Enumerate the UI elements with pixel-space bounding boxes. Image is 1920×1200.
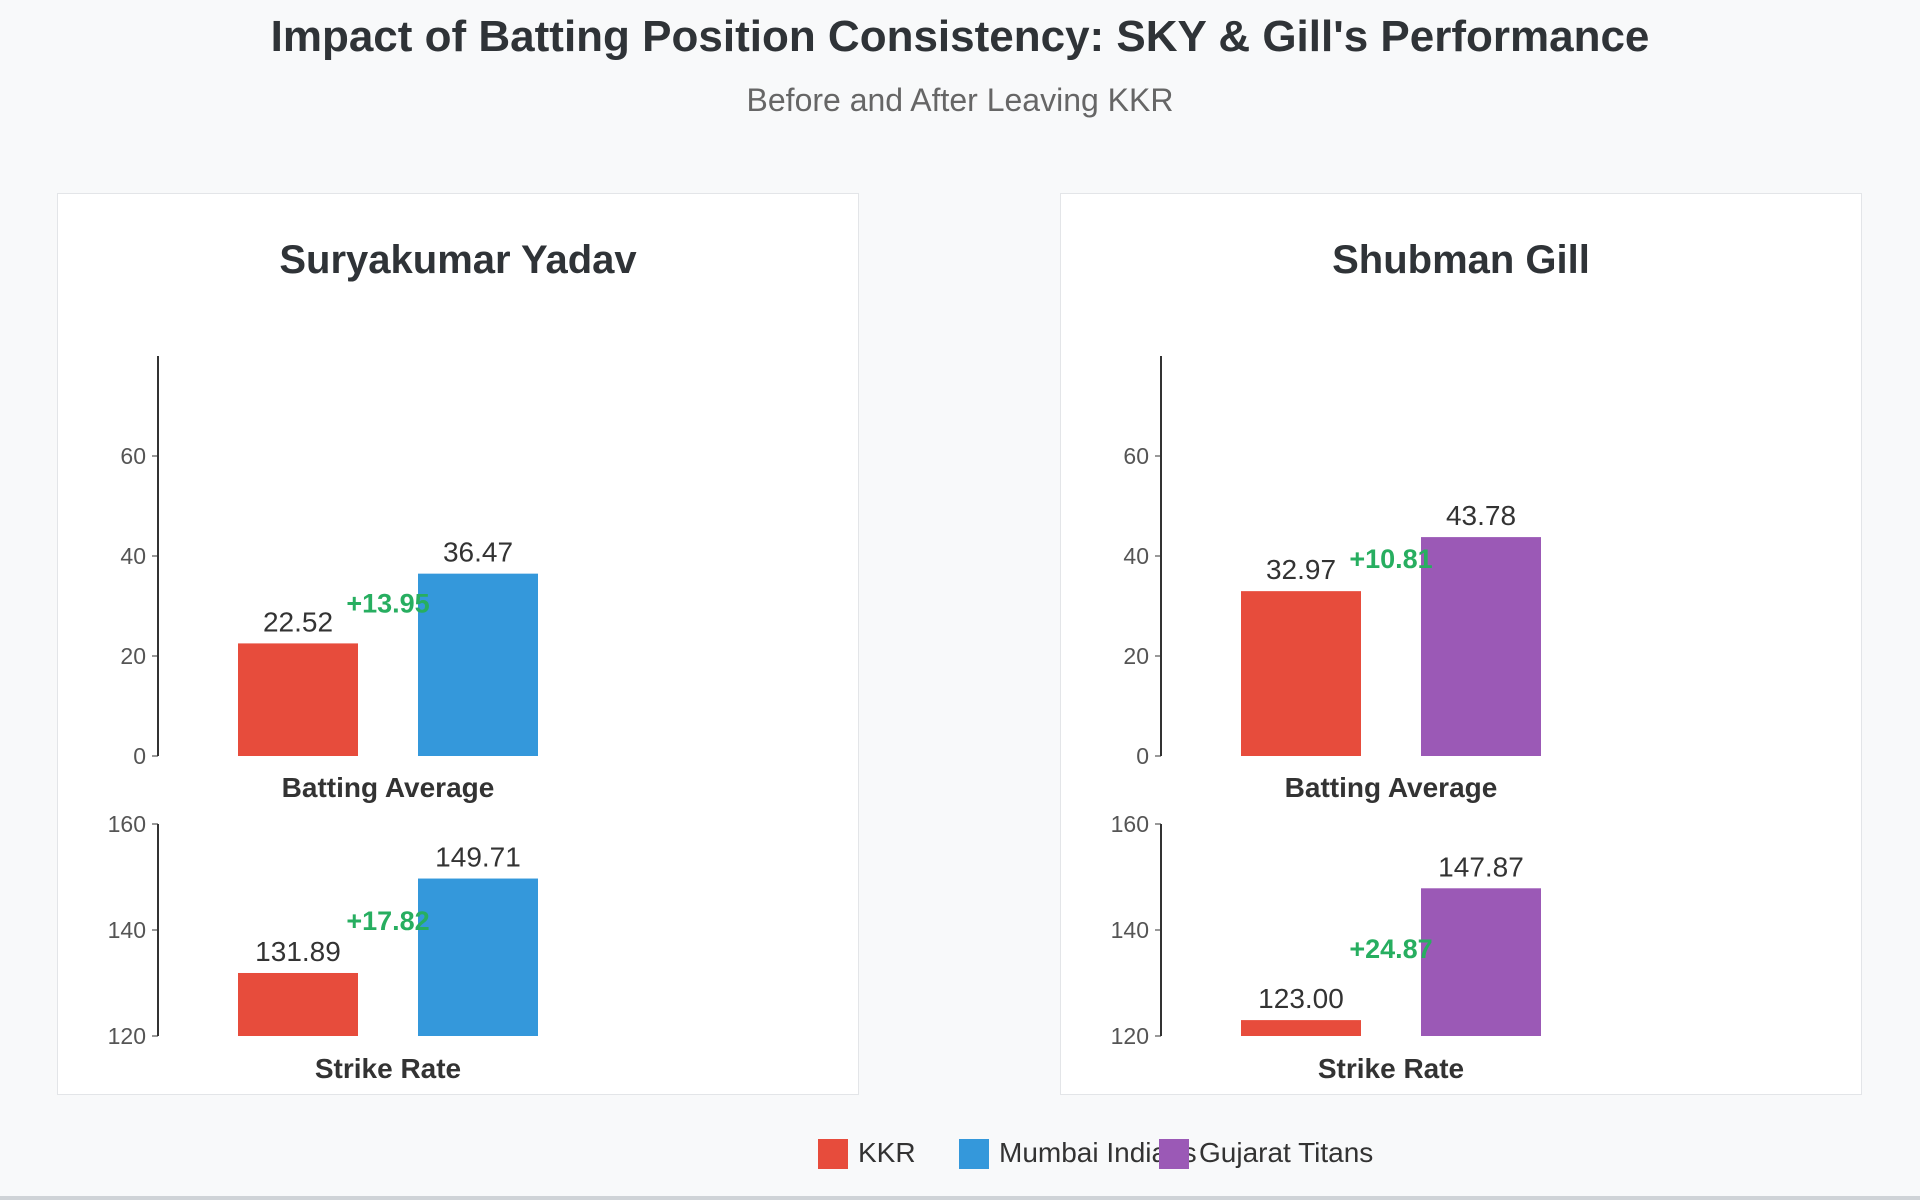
legend-swatch [959,1139,989,1169]
bar-kkr [1241,1020,1361,1036]
y-tick-label: 20 [1123,643,1149,669]
y-tick-label: 60 [120,443,146,469]
bar-value-label: 131.89 [255,936,341,967]
y-tick-label: 0 [133,743,146,769]
y-tick-label: 160 [1111,811,1149,837]
bar-value-label: 36.47 [443,537,513,568]
bar-gujarat-titans [1421,537,1541,756]
y-tick-label: 0 [1136,743,1149,769]
player-title: Shubman Gill [1332,238,1590,282]
metric-chart-0: 0 20 40 60 22.52 36.47 +13.95 Batting Average [120,356,538,803]
bar-value-label: 147.87 [1438,851,1524,882]
improvement-label: +10.81 [1349,544,1432,574]
x-axis-label: Batting Average [1285,772,1498,803]
chart-title: Impact of Batting Position Consistency: … [270,12,1650,61]
bar-gujarat-titans [1421,888,1541,1036]
chart-subtitle: Before and After Leaving KKR [746,82,1174,118]
y-tick-label: 160 [108,811,146,837]
y-tick-label: 40 [1123,543,1149,569]
legend-swatch [818,1139,848,1169]
player-charts-svg: 0 20 40 60 22.52 36.47 +13.95 Batting Average 12… [108,356,538,1084]
player-panel-gill: Shubman Gill 0 20 40 60 32.97 43.78 +10.81 Batt… [1060,193,1862,1095]
y-tick-label: 120 [108,1023,146,1049]
legend-swatch [1159,1139,1189,1169]
y-tick-label: 140 [108,917,146,943]
y-tick-label: 120 [1111,1023,1149,1049]
player-title: Suryakumar Yadav [279,238,637,282]
improvement-label: +13.95 [346,589,429,619]
bar-kkr [238,972,358,1036]
bottom-border [0,1196,1920,1200]
legend-label: Gujarat Titans [1199,1137,1374,1168]
y-tick-label: 20 [120,643,146,669]
bar-value-label: 32.97 [1266,554,1336,585]
improvement-label: +17.82 [346,906,429,936]
y-tick-label: 140 [1111,917,1149,943]
bar-mumbai-indians [418,573,538,756]
bar-mumbai-indians [418,878,538,1036]
x-axis-label: Strike Rate [1318,1053,1464,1084]
legend: KKR Mumbai Indians Gujarat Titans [0,1135,1920,1175]
bar-kkr [1241,591,1361,756]
bar-value-label: 22.52 [263,606,333,637]
bar-value-label: 43.78 [1446,500,1516,531]
y-tick-label: 60 [1123,443,1149,469]
bar-kkr [238,643,358,756]
improvement-label: +24.87 [1349,934,1432,964]
player-panel-suryakumar: Suryakumar Yadav 0 20 40 60 22.52 36.47 +13.95… [57,193,859,1095]
metric-chart-1: 120 140 160 131.89 149.71 +17.82 Strike Rate [108,811,538,1084]
y-tick-label: 40 [120,543,146,569]
bar-value-label: 149.71 [435,842,521,873]
bar-value-label: 123.00 [1258,983,1344,1014]
player-charts-svg: 0 20 40 60 32.97 43.78 +10.81 Batting Average 12… [1111,356,1541,1084]
metric-chart-0: 0 20 40 60 32.97 43.78 +10.81 Batting Average [1123,356,1541,803]
legend-label: KKR [858,1137,916,1168]
metric-chart-1: 120 140 160 123.00 147.87 +24.87 Strike Rate [1111,811,1541,1084]
x-axis-label: Batting Average [282,772,495,803]
x-axis-label: Strike Rate [315,1053,461,1084]
